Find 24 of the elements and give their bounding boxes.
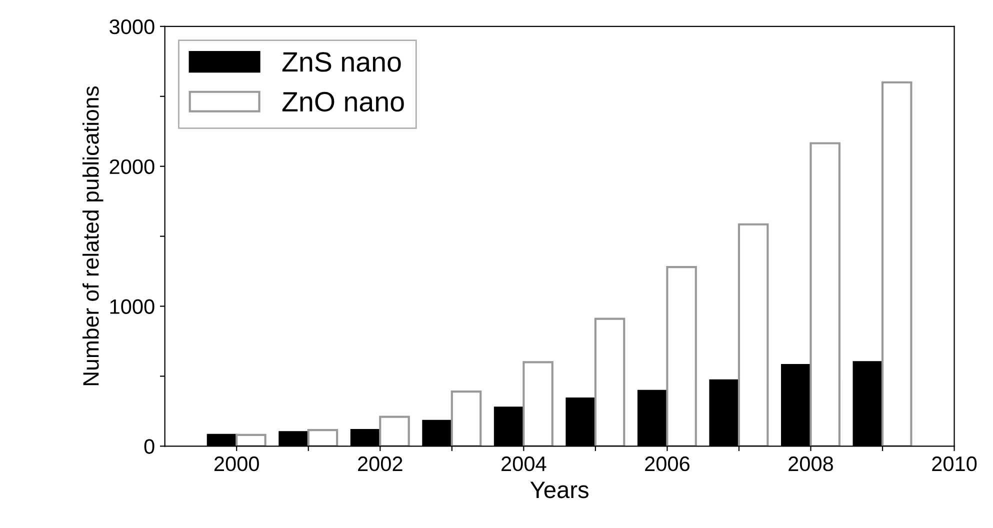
x-tick-label: 2004: [502, 456, 546, 472]
y-tick-label: 3000: [110, 19, 154, 34]
bar: [522, 361, 554, 446]
x-tick-label: 2008: [788, 456, 834, 472]
bar: [307, 429, 338, 446]
y-tick-label: 2000: [110, 159, 154, 174]
x-tick-label: 2010: [932, 456, 977, 472]
bar: [450, 390, 482, 446]
x-tick-label: 2002: [358, 456, 402, 472]
y-tick-label: 1000: [110, 299, 154, 314]
bar: [738, 223, 769, 446]
bar: [236, 434, 266, 446]
y-axis-title: Number of related publications: [82, 86, 104, 386]
bar: [666, 266, 697, 446]
x-axis-title: Years: [530, 482, 588, 498]
legend-label: ZnO nano: [282, 92, 404, 112]
bar: [379, 416, 410, 446]
legend-label: ZnS nano: [282, 52, 401, 72]
y-tick-label: 0: [144, 439, 154, 454]
bar: [881, 81, 912, 446]
x-tick-label: 2000: [214, 456, 259, 472]
bar: [810, 142, 840, 446]
bar: [594, 318, 626, 446]
x-tick-label: 2006: [645, 456, 690, 472]
